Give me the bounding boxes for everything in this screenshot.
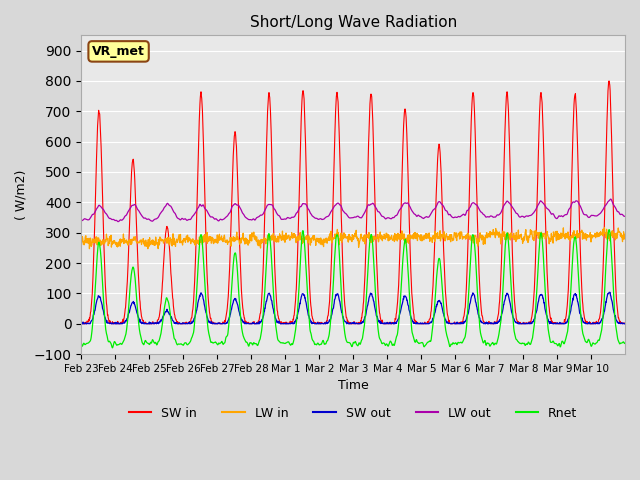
LW in — [163, 240, 170, 246]
LW out — [77, 218, 85, 224]
Rnet — [615, 338, 623, 344]
Text: VR_met: VR_met — [92, 45, 145, 58]
SW in — [481, 320, 489, 326]
X-axis label: Time: Time — [338, 379, 369, 392]
LW out — [561, 212, 569, 217]
LW in — [600, 225, 608, 230]
Title: Short/Long Wave Radiation: Short/Long Wave Radiation — [250, 15, 457, 30]
SW out — [614, 320, 622, 326]
Rnet — [109, 345, 116, 351]
Rnet — [605, 227, 613, 232]
LW out — [163, 202, 170, 207]
LW in — [621, 231, 629, 237]
LW out — [329, 206, 337, 212]
LW in — [329, 237, 337, 243]
LW in — [77, 242, 85, 248]
Line: LW in: LW in — [81, 228, 625, 249]
Y-axis label: ( W/m2): ( W/m2) — [15, 169, 28, 220]
LW out — [607, 196, 614, 202]
Rnet — [329, 289, 337, 295]
SW in — [163, 226, 170, 231]
LW in — [615, 228, 623, 234]
SW out — [481, 321, 489, 326]
Line: SW out: SW out — [81, 292, 625, 324]
LW out — [339, 208, 347, 214]
SW out — [328, 308, 336, 313]
SW in — [621, 320, 629, 326]
SW out — [77, 321, 85, 326]
SW out — [339, 314, 346, 320]
SW in — [561, 319, 568, 324]
SW out — [561, 321, 568, 326]
LW out — [481, 214, 489, 220]
LW in — [144, 246, 152, 252]
SW in — [605, 78, 613, 84]
Rnet — [339, 316, 347, 322]
SW in — [339, 261, 346, 266]
Line: SW in: SW in — [81, 81, 625, 324]
Rnet — [561, 338, 569, 344]
LW out — [115, 219, 122, 225]
Legend: SW in, LW in, SW out, LW out, Rnet: SW in, LW in, SW out, LW out, Rnet — [124, 402, 582, 425]
LW out — [615, 209, 623, 215]
LW in — [339, 235, 347, 241]
SW in — [614, 315, 622, 321]
SW out — [163, 309, 170, 314]
SW in — [328, 223, 336, 229]
LW in — [561, 236, 569, 242]
Rnet — [77, 341, 85, 347]
LW in — [481, 233, 489, 239]
Rnet — [163, 295, 170, 300]
Line: LW out: LW out — [81, 199, 625, 222]
SW in — [77, 321, 85, 326]
Rnet — [481, 339, 489, 345]
Rnet — [621, 340, 629, 346]
Line: Rnet: Rnet — [81, 229, 625, 348]
SW out — [621, 321, 629, 326]
SW out — [605, 289, 613, 295]
LW out — [621, 214, 629, 219]
